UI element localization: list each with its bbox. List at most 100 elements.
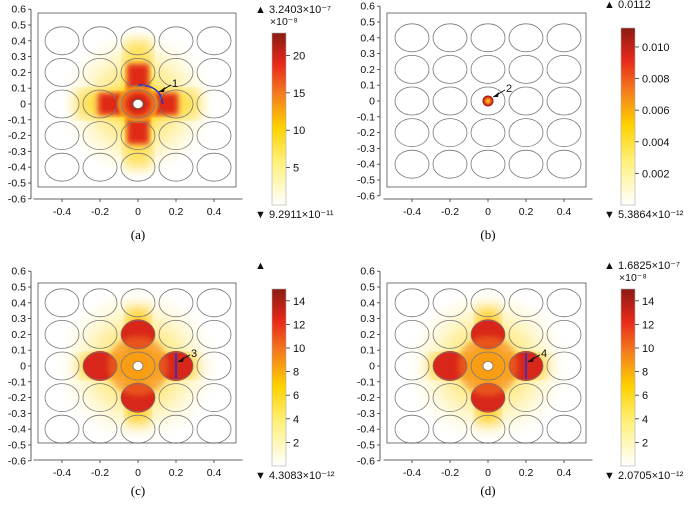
colorbar-gradient — [620, 288, 636, 467]
annotation-label: 3 — [191, 348, 197, 360]
colorbar-tick-label: 8 — [293, 367, 299, 379]
colorbar-tick-label: 6 — [293, 390, 299, 402]
x-tick-label: -0.4 — [403, 206, 421, 218]
rod — [470, 383, 506, 413]
rod — [394, 414, 430, 444]
x-tick-label: 0.2 — [169, 467, 184, 479]
annotation-arrowhead — [178, 356, 184, 362]
colorbar-d: 14 12 10 8 6 4 2 ▲ 1.6825×10⁻⁷×10⁻⁸ ▼ 2.0705×10⁻… — [604, 260, 684, 482]
colorbar-tick-label: 0.006 — [642, 105, 670, 117]
annotation-arrowhead — [528, 356, 534, 362]
rod — [470, 149, 506, 179]
rod — [394, 23, 430, 53]
rod — [120, 89, 156, 119]
colorbar-min-label: ▼ 9.2911×10⁻¹¹ — [255, 209, 334, 221]
y-tick-label: -0.4 — [8, 162, 26, 174]
colorbar-tick-label: 0.010 — [642, 42, 670, 54]
y-tick-label: 0.5 — [11, 282, 26, 294]
annotation-label: 2 — [506, 83, 512, 95]
rod — [546, 118, 582, 148]
rod — [546, 383, 582, 413]
rod — [470, 55, 506, 84]
colorbar-multiplier: ×10⁻⁸ — [619, 272, 647, 284]
rod — [44, 89, 80, 119]
y-tick-label: -0.4 — [8, 424, 26, 436]
panel-b: 0.6 0.5 0.4 0.3 0.2 0.1 0 -0.1 -0.2 -0.3 -0.4 -0.5 -… — [357, 0, 684, 242]
y-tick-label: 0 — [369, 96, 375, 108]
rod — [546, 351, 582, 381]
plot-frame — [386, 12, 587, 188]
rod — [470, 351, 506, 381]
y-tick-label: -0.5 — [8, 440, 26, 452]
rod — [394, 319, 430, 349]
colorbar-tick-label: 5 — [293, 163, 299, 175]
y-tick-label: 0.1 — [11, 83, 26, 95]
y-tick-label: 0.6 — [11, 4, 26, 16]
colorbar-tick-label: 2 — [293, 437, 299, 449]
rod — [394, 118, 430, 148]
y-tick-label: 0.5 — [360, 282, 375, 294]
colorbar-tick-label: 4 — [642, 414, 648, 426]
rod — [432, 351, 468, 381]
rod — [120, 152, 156, 182]
annotation-arrowhead — [159, 86, 165, 92]
colorbar-tick-label: 12 — [642, 319, 654, 331]
x-tick-label: 0 — [485, 206, 491, 218]
rod — [470, 118, 506, 148]
rod — [508, 351, 544, 381]
rod-grid-a — [44, 26, 232, 182]
cross-section-line — [137, 84, 164, 105]
plot-frame — [37, 282, 237, 444]
plot-frame — [37, 12, 237, 188]
x-tick-label: 0.2 — [169, 206, 184, 218]
rod-grid-d — [394, 288, 582, 444]
rod — [546, 319, 582, 349]
rod — [470, 86, 506, 116]
rod — [546, 149, 582, 179]
rod — [120, 383, 156, 413]
y-tick-label: -0.2 — [8, 130, 26, 142]
y-tick-label: -0.1 — [357, 111, 375, 123]
x-tick-label: -0.2 — [441, 467, 459, 479]
y-tick-label: 0.2 — [360, 329, 375, 341]
rod — [82, 152, 118, 182]
y-tick-label: 0.2 — [11, 67, 26, 79]
y-tick-label: 0 — [20, 99, 26, 111]
colorbar-gradient — [620, 27, 636, 206]
x-tick-label: 0 — [135, 467, 141, 479]
annotation-label: 4 — [541, 348, 547, 360]
rod — [394, 55, 430, 84]
rod — [158, 58, 194, 87]
rod — [432, 383, 468, 413]
rod — [44, 121, 80, 151]
colorbar-max-label: ▲ 0.0112 — [604, 0, 651, 11]
y-tick-label: 0.4 — [11, 35, 26, 47]
panel-label-c: (c) — [131, 483, 145, 498]
y-tick-label: -0.6 — [8, 455, 26, 467]
field-map-b — [482, 95, 494, 107]
field-hot-rod-1 — [83, 351, 117, 381]
rod — [432, 118, 468, 148]
rod — [546, 55, 582, 84]
colorbar-b: 0.010 0.008 0.006 0.004 0.002 ▲ 0.0112 ▼ 5.386… — [604, 0, 684, 221]
y-tick-label: 0.4 — [360, 32, 375, 44]
y-tick-label: 0.4 — [360, 297, 375, 309]
rod — [82, 121, 118, 151]
y-tick-label: -0.2 — [357, 127, 375, 139]
y-tick-label: 0.3 — [11, 51, 26, 63]
rod — [82, 351, 118, 381]
rod — [196, 152, 232, 182]
colorbar-tick-label: 4 — [293, 414, 299, 426]
y-tick-label: -0.6 — [8, 193, 26, 205]
colorbar-tick-label: 12 — [293, 319, 305, 331]
rod — [44, 319, 80, 349]
rod — [394, 149, 430, 179]
x-tick-label: 0 — [485, 467, 491, 479]
colorbar-tick-label: 8 — [642, 367, 648, 379]
rod — [432, 86, 468, 116]
x-tick-label: 0.4 — [557, 206, 572, 218]
defect-hole — [132, 99, 144, 109]
rod — [432, 55, 468, 84]
y-tick-label: 0.6 — [11, 266, 26, 278]
